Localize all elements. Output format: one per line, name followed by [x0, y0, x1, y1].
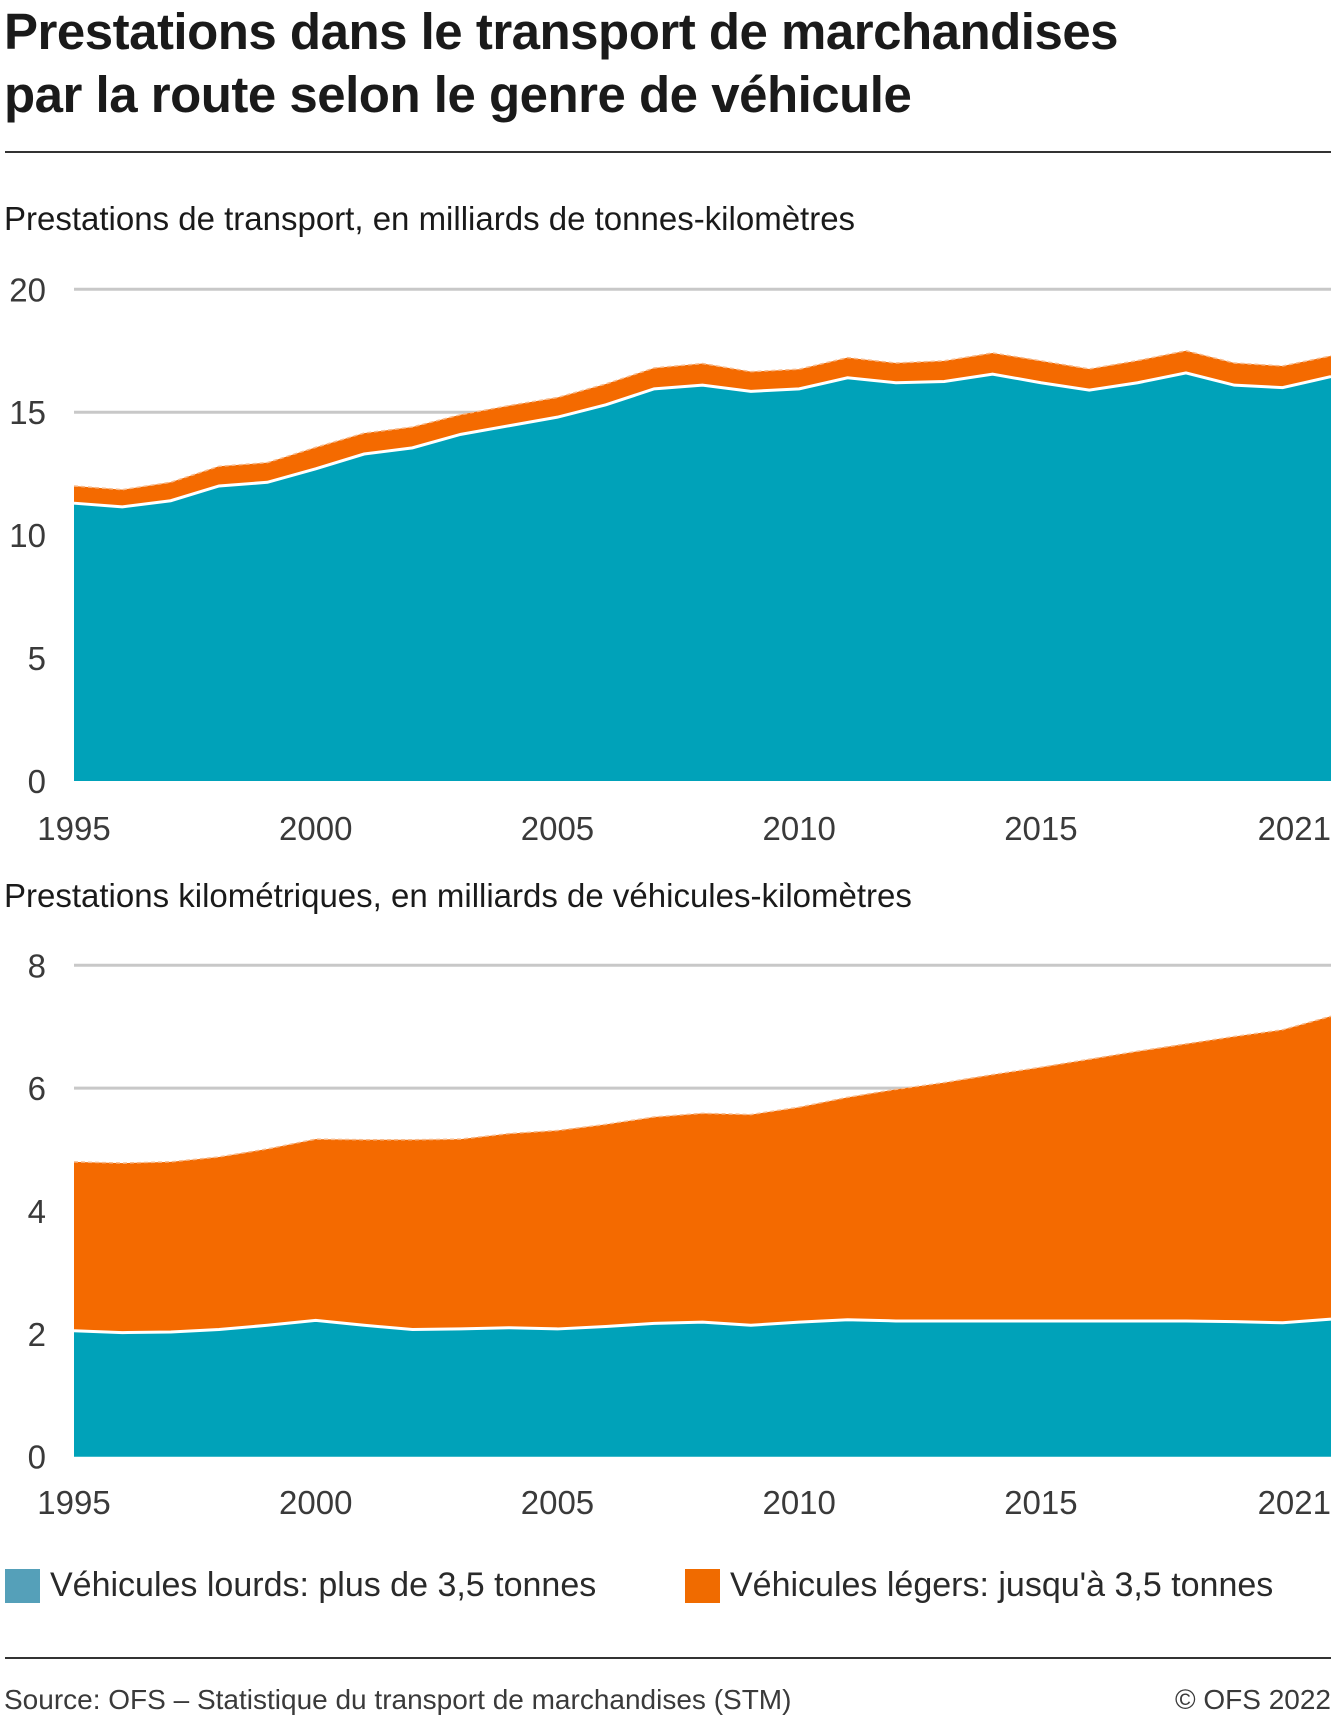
area-heavy-vehicles [74, 372, 1331, 781]
y-tick-label: 4 [28, 1193, 46, 1230]
total-outline [73, 1015, 1332, 1164]
y-tick-label: 5 [28, 640, 46, 677]
series-separator-line [73, 1317, 1332, 1335]
x-tick-label: 2000 [279, 1484, 352, 1521]
legend: Véhicules lourds: plus de 3,5 tonnes Véh… [0, 1566, 1334, 1610]
legend-swatch-heavy [5, 1568, 40, 1603]
chart-transport-tonne-km: 0 5 10 15 20 1995 2000 2005 2010 2015 2021 [9, 271, 1332, 847]
footer-divider [5, 1657, 1331, 1659]
page-title: Prestations dans le transport de marchan… [4, 0, 1324, 126]
chart-1-title: Prestations de transport, en milliards d… [4, 200, 856, 237]
copyright: © OFS 2022 [1174, 1684, 1331, 1715]
x-tick-label: 2015 [1004, 810, 1077, 847]
source-note: Source: OFS – Statistique du transport d… [4, 1684, 792, 1715]
x-tick-label: 2021 [1258, 810, 1331, 847]
y-tick-label: 2 [28, 1316, 46, 1353]
chart-2-title: Prestations kilométriques, en milliards … [4, 877, 912, 914]
x-tick-label: 2010 [762, 810, 835, 847]
x-tick-label: 1995 [37, 810, 110, 847]
x-tick-label: 2010 [762, 1484, 835, 1521]
y-tick-label: 15 [9, 394, 46, 431]
legend-label-light: Véhicules légers: jusqu'à 3,5 tonnes [730, 1566, 1274, 1604]
legend-label-heavy: Véhicules lourds: plus de 3,5 tonnes [50, 1566, 597, 1604]
legend-swatch-light [685, 1568, 720, 1603]
y-tick-label: 0 [28, 1439, 46, 1476]
y-tick-label: 10 [9, 517, 46, 554]
area-heavy-vehicles [74, 1319, 1331, 1457]
x-tick-label: 1995 [37, 1484, 110, 1521]
y-tick-label: 8 [28, 947, 46, 984]
y-tick-label: 6 [28, 1070, 46, 1107]
title-line-2: par la route selon le genre de véhicule [4, 66, 912, 123]
x-tick-label: 2015 [1004, 1484, 1077, 1521]
title-line-1: Prestations dans le transport de marchan… [4, 3, 1119, 60]
total-outline [73, 349, 1332, 491]
x-tick-label: 2000 [279, 810, 352, 847]
legend-item-light-vehicles: Véhicules légers: jusqu'à 3,5 tonnes [685, 1566, 1273, 1605]
y-tick-label: 20 [9, 271, 46, 308]
x-tick-label: 2005 [521, 810, 594, 847]
y-tick-label: 0 [28, 763, 46, 800]
chart-vehicle-km: 0 2 4 6 8 1995 2000 2005 2010 2015 2021 [28, 947, 1332, 1521]
x-tick-label: 2005 [521, 1484, 594, 1521]
legend-item-heavy-vehicles: Véhicules lourds: plus de 3,5 tonnes [5, 1566, 596, 1605]
header-divider [5, 151, 1331, 153]
series-separator-line [73, 371, 1332, 509]
area-light-vehicles [74, 1016, 1331, 1333]
x-tick-label: 2021 [1258, 1484, 1331, 1521]
